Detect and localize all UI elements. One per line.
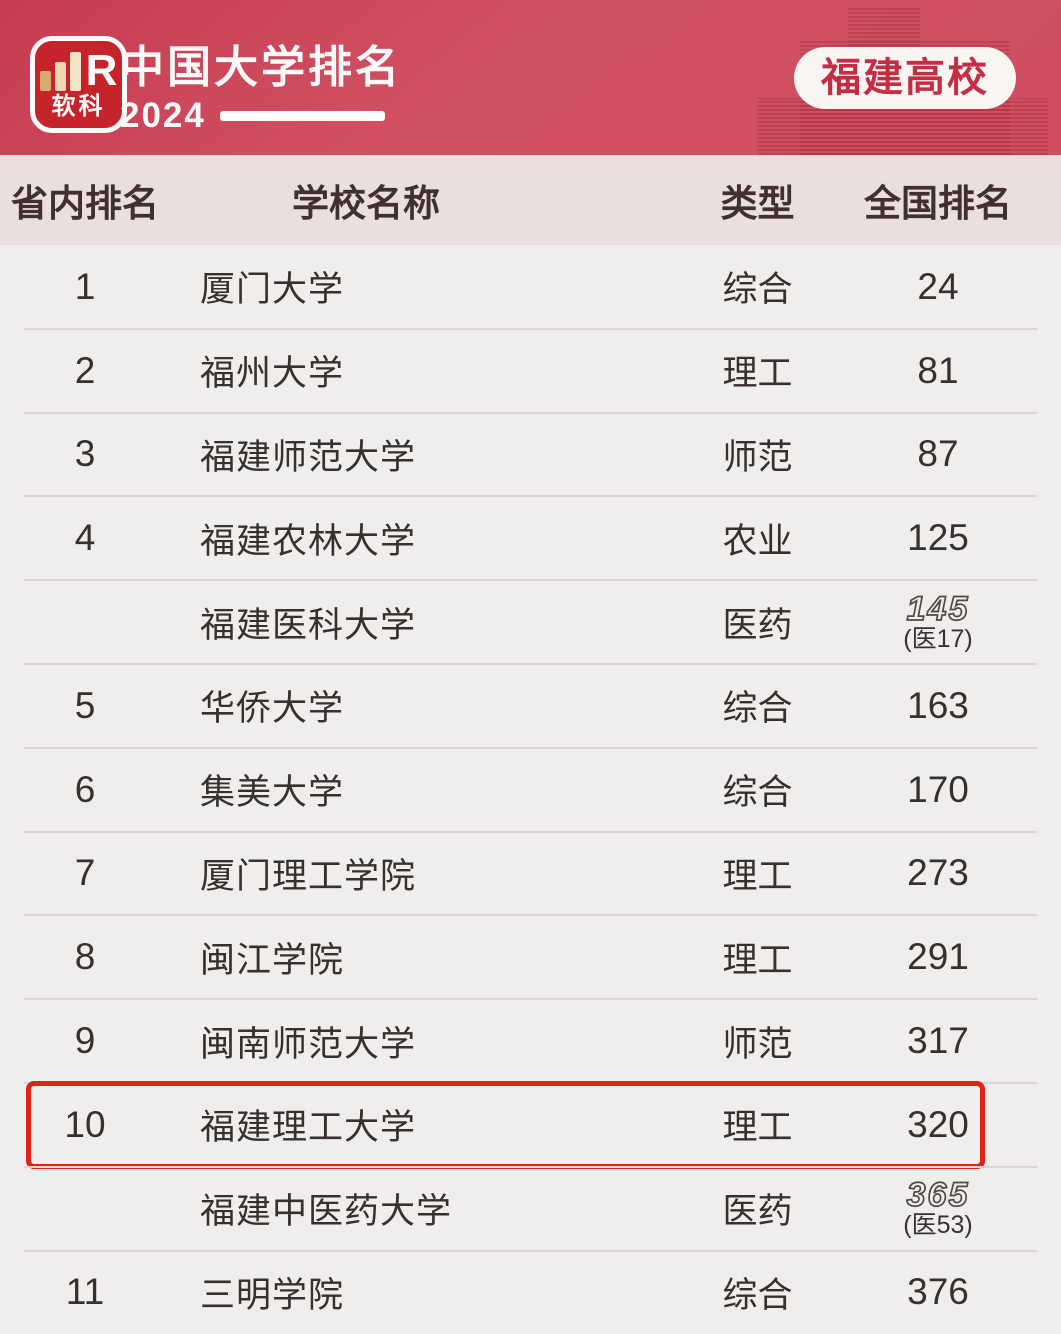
logo-r-mark: R xyxy=(85,46,118,95)
province-rank-cell: 2 xyxy=(74,349,96,391)
national-rank-value: 291 xyxy=(907,936,969,978)
type-cell: 综合 xyxy=(722,773,793,813)
column-header-national-rank: 全国排名 xyxy=(864,183,1012,224)
school-name-cell: 华侨大学 xyxy=(200,689,345,729)
national-rank-cell: 81 xyxy=(815,349,1061,391)
table-row: 10 福建理工大学 理工 320 xyxy=(0,1080,1061,1169)
national-rank-cell: 24 xyxy=(815,265,1061,307)
title-underline xyxy=(219,111,385,121)
type-cell: 综合 xyxy=(722,1275,793,1315)
type-cell: 师范 xyxy=(722,437,793,477)
type-cell: 理工 xyxy=(722,354,793,394)
school-name-cell: 闽南师范大学 xyxy=(200,1024,417,1064)
school-name-cell: 福建中医药大学 xyxy=(200,1192,453,1232)
national-rank-value: 170 xyxy=(907,768,969,810)
national-rank-cell: 365 (医53) xyxy=(815,1176,1061,1240)
province-rank-cell: 9 xyxy=(74,1020,96,1062)
province-rank-cell: 11 xyxy=(65,1271,105,1313)
province-rank-cell: 10 xyxy=(64,1103,106,1145)
medical-rank-note: (医53) xyxy=(903,1211,973,1240)
province-rank-cell: 4 xyxy=(74,517,96,559)
header: R 软科 中国大学排名 2024 福建高校 xyxy=(0,0,1061,155)
national-rank-value: 125 xyxy=(907,517,969,559)
type-cell: 理工 xyxy=(722,940,793,980)
table-row: 福建中医药大学 医药 365 (医53) xyxy=(0,1165,1061,1251)
table-header: 省内排名 学校名称 类型 全国排名 xyxy=(0,155,1061,245)
year-label: 2024 xyxy=(120,96,206,135)
table-row: 5 华侨大学 综合 163 xyxy=(0,662,1061,748)
column-header-school-name: 学校名称 xyxy=(292,183,440,224)
national-rank-value: 273 xyxy=(907,852,969,894)
school-name-cell: 闽江学院 xyxy=(200,940,345,980)
medical-rank-note: (医17) xyxy=(903,624,973,653)
national-rank-cell: 170 xyxy=(815,768,1061,810)
national-rank-cell: 317 xyxy=(815,1022,1061,1060)
national-rank-value: 376 xyxy=(907,1271,969,1313)
school-name-cell: 福建理工大学 xyxy=(200,1108,417,1148)
column-header-province-rank: 省内排名 xyxy=(11,183,159,224)
school-name-cell: 集美大学 xyxy=(200,773,345,813)
column-header-type: 类型 xyxy=(720,183,795,224)
type-cell: 医药 xyxy=(722,605,793,645)
national-rank-value: 317 xyxy=(907,1020,969,1062)
province-rank-cell: 3 xyxy=(74,433,96,475)
province-rank-cell: 7 xyxy=(74,852,96,894)
logo-brand-text: 软科 xyxy=(51,93,106,120)
table-row: 9 闽南师范大学 师范 317 xyxy=(0,998,1061,1083)
school-name-cell: 福州大学 xyxy=(200,354,345,394)
type-cell: 医药 xyxy=(722,1192,793,1232)
table-row: 6 集美大学 综合 170 xyxy=(0,746,1061,832)
type-cell: 综合 xyxy=(722,689,793,729)
national-rank-cell: 145 (医17) xyxy=(815,589,1061,653)
national-rank-value: 163 xyxy=(907,684,969,726)
type-cell: 理工 xyxy=(722,1108,793,1148)
national-rank-cell: 163 xyxy=(815,684,1061,726)
national-rank-cell: 87 xyxy=(815,435,1061,473)
table-row: 11 三明学院 综合 376 xyxy=(0,1249,1061,1334)
table-row: 3 福建师范大学 师范 87 xyxy=(0,411,1061,497)
region-badge: 福建高校 xyxy=(794,47,1016,109)
table-body: 1 厦门大学 综合 24 2 福州大学 理工 81 3 福建师范大学 师范 87 4 福建农林大学 农业 12… xyxy=(0,245,1061,1334)
table-row: 4 福建农林大学 农业 125 xyxy=(0,495,1061,580)
page-title: 中国大学排名 xyxy=(120,43,402,92)
type-cell: 农业 xyxy=(722,521,793,561)
table-row: 8 闽江学院 理工 291 xyxy=(0,914,1061,999)
table-row: 1 厦门大学 综合 24 xyxy=(0,245,1061,329)
national-rank-value: 320 xyxy=(907,1103,969,1145)
national-rank-cell: 376 xyxy=(815,1273,1061,1311)
type-cell: 综合 xyxy=(722,270,793,310)
national-rank-cell: 273 xyxy=(815,854,1061,892)
national-rank-value: 365 xyxy=(906,1176,970,1215)
national-rank-value: 81 xyxy=(917,349,959,391)
school-name-cell: 三明学院 xyxy=(200,1275,345,1315)
province-rank-cell: 5 xyxy=(74,684,96,726)
national-rank-value: 24 xyxy=(917,265,959,307)
table-row: 7 厦门理工学院 理工 273 xyxy=(0,830,1061,916)
type-cell: 理工 xyxy=(722,856,793,896)
title-block: 中国大学排名 2024 xyxy=(120,44,402,136)
bar-chart-icon: R xyxy=(39,46,118,95)
province-rank-cell: 1 xyxy=(74,265,96,307)
national-rank-cell: 320 xyxy=(815,1103,1061,1145)
national-rank-value: 87 xyxy=(917,433,959,475)
national-rank-cell: 125 xyxy=(815,519,1061,557)
table-row: 福建医科大学 医药 145 (医17) xyxy=(0,579,1061,664)
table-row: 2 福州大学 理工 81 xyxy=(0,327,1061,413)
school-name-cell: 福建医科大学 xyxy=(200,605,417,645)
school-name-cell: 厦门大学 xyxy=(200,270,345,310)
brand-logo: R 软科 xyxy=(30,36,127,133)
province-rank-cell: 8 xyxy=(74,936,96,978)
national-rank-cell: 291 xyxy=(815,938,1061,976)
province-rank-cell: 6 xyxy=(74,768,96,810)
type-cell: 师范 xyxy=(722,1024,793,1064)
national-rank-value: 145 xyxy=(906,589,970,628)
building-pattern xyxy=(848,6,920,54)
school-name-cell: 福建师范大学 xyxy=(200,437,417,477)
school-name-cell: 福建农林大学 xyxy=(200,521,417,561)
school-name-cell: 厦门理工学院 xyxy=(200,856,417,896)
